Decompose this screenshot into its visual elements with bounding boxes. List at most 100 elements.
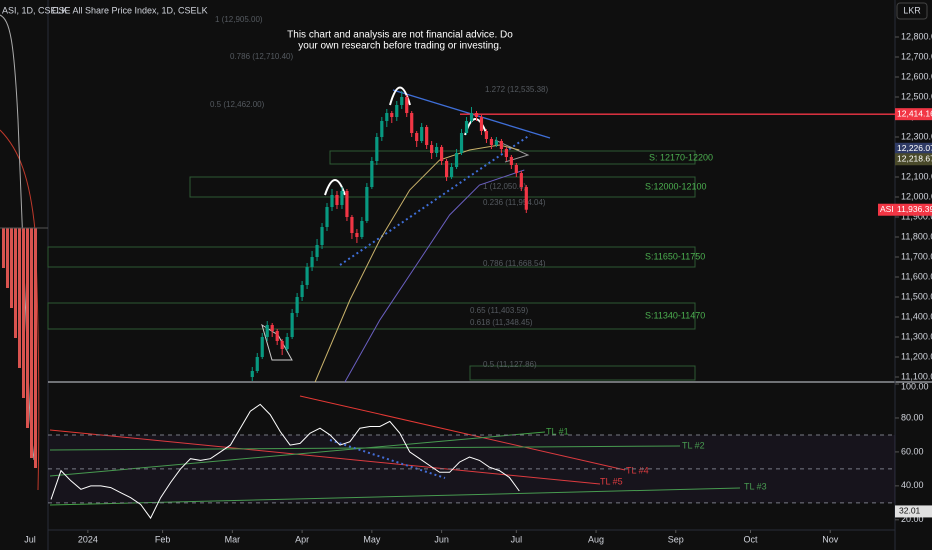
candle-body: [469, 113, 474, 121]
candle-body: [275, 331, 279, 341]
y-tick-label: 11,500.00: [901, 291, 932, 301]
candle-body: [360, 221, 364, 237]
fib-label: 1.272 (12,535.38): [485, 85, 548, 94]
x-tick-label: Jun: [434, 534, 449, 544]
trendline-label: TL #5: [600, 476, 623, 486]
rsi-last-label: 32.01: [899, 506, 921, 516]
candle-body: [454, 153, 459, 167]
candle-body: [415, 133, 419, 141]
price-tag: [895, 142, 932, 155]
candle-body: [340, 191, 344, 205]
candle-body: [440, 147, 444, 161]
chart-header: CSE All Share Price Index, 1D, CSELK: [52, 5, 208, 15]
last-price-tag: [895, 203, 932, 216]
candle-body: [335, 195, 339, 205]
fib-label: 0.618 (11,348.45): [470, 318, 533, 327]
candle-body: [459, 133, 464, 153]
support-label: S: 12170-12200: [649, 152, 713, 162]
rsi-trend-lines: [49, 395, 741, 506]
candle-body: [265, 325, 269, 337]
price-tag-label: 12,414.16: [897, 108, 932, 118]
fib-label: 1 (12,905.00): [215, 15, 263, 24]
candle-body: [315, 245, 319, 257]
disclaimer: your own research before trading or inve…: [298, 41, 501, 52]
x-tick-label: 2024: [78, 534, 98, 544]
candle-body: [270, 325, 274, 331]
candle-body: [400, 97, 404, 105]
x-tick-label: Feb: [155, 534, 171, 544]
fib-label: 0.786 (11,668.54): [483, 259, 546, 268]
candle-body: [350, 217, 354, 233]
y-tick-label: 11,900.00: [901, 211, 932, 221]
trendline-label: TL #4: [626, 465, 649, 475]
y-tick-label: 11,100.00: [901, 371, 932, 381]
series-name: ASI: [880, 204, 894, 214]
rsi-last-tag: [895, 505, 932, 518]
candle-body: [320, 227, 324, 245]
candle-body: [420, 127, 424, 141]
y-tick-label: 11,200.00: [901, 351, 932, 361]
candle-body: [355, 233, 359, 237]
y-tick-label: 12,600.00: [901, 71, 932, 81]
x-tick-label: Jul: [511, 534, 523, 544]
rsi-tick-label: 40.00: [901, 480, 924, 490]
candle-body: [280, 341, 284, 349]
support-zones: [47, 150, 696, 381]
candle-body: [300, 285, 304, 297]
candle-body: [405, 97, 409, 113]
price-tag-label: 12,226.07: [897, 143, 932, 153]
x-tick-label: Apr: [295, 534, 309, 544]
candle-body: [310, 257, 314, 267]
candle-body: [464, 121, 469, 133]
candle-body: [290, 313, 294, 337]
trendline-label: TL #2: [682, 440, 705, 450]
candle-body: [499, 141, 503, 149]
candle-body: [509, 157, 513, 165]
currency[interactable]: LKR: [903, 5, 921, 15]
fib-label: 0.65 (11,403.59): [470, 306, 528, 315]
left-header: ASI, 1D, CSELK: [2, 5, 68, 15]
rsi-line: [50, 403, 520, 520]
candle-body: [504, 149, 508, 157]
y-tick-label: 11,400.00: [901, 311, 932, 321]
left-bars: [2, 228, 37, 468]
rsi-tick-label: 80.00: [901, 412, 924, 422]
y-tick-label: 12,100.00: [901, 171, 932, 181]
candle-body: [519, 173, 523, 187]
candle-body: [430, 145, 434, 153]
y-tick-label: 12,800.00: [901, 31, 932, 41]
trend-line: [339, 134, 531, 266]
left-panel: Jul: [0, 0, 49, 550]
candle-body: [494, 141, 499, 145]
disclaimer: This chart and analysis are not financia…: [287, 30, 513, 41]
candle-body: [295, 297, 299, 313]
y-tick-label: 11,300.00: [901, 331, 932, 341]
x-tick-label: Aug: [588, 534, 604, 544]
last-price-label: 11,936.39: [897, 204, 932, 214]
price-tag: [895, 108, 932, 121]
candle-body: [410, 113, 414, 133]
candle-body: [425, 127, 429, 145]
candle-body: [250, 371, 254, 377]
candle-body: [285, 337, 289, 349]
candle-body: [514, 165, 518, 173]
price-tag: [895, 153, 932, 166]
candle-body: [385, 113, 389, 121]
y-tick-label: 11,600.00: [901, 271, 932, 281]
candle-body: [489, 139, 494, 145]
candle-body: [260, 337, 264, 357]
trendline-label: TL #3: [744, 481, 767, 491]
currency-box[interactable]: [896, 2, 928, 20]
candle-body: [484, 131, 489, 139]
x-tick-label: Sep: [668, 534, 684, 544]
candle-body: [255, 357, 259, 371]
x-tick-label: Oct: [744, 534, 759, 544]
candle-body: [395, 105, 399, 117]
candle-body: [444, 161, 449, 177]
series-name-tag: [878, 203, 895, 216]
candle-body: [524, 187, 528, 210]
candle-body: [305, 267, 309, 285]
candle-body: [380, 121, 384, 137]
fib-label: 0.236 (11,954.04): [483, 198, 546, 207]
rsi-tick-label: 60.00: [901, 446, 924, 456]
